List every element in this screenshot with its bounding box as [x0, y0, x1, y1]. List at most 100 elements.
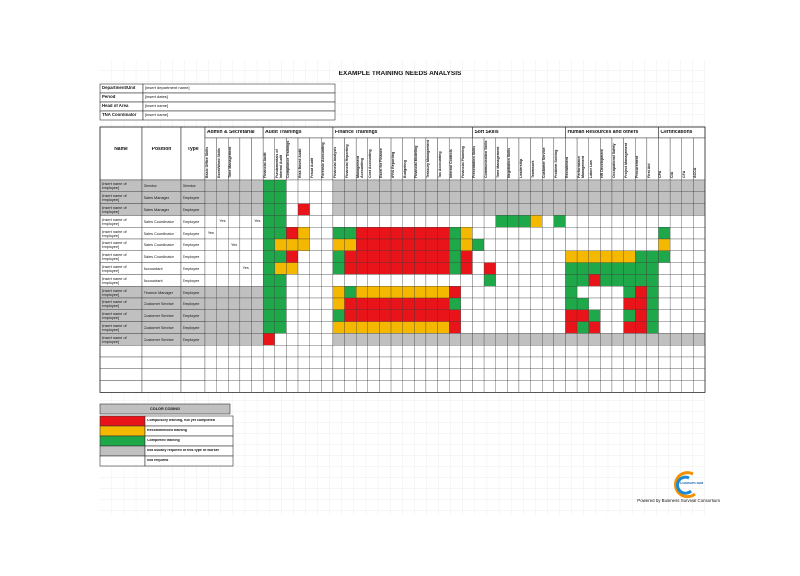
training-cell [228, 227, 241, 240]
training-cell [390, 321, 403, 334]
training-cell [693, 286, 706, 299]
training-cell [402, 356, 415, 369]
training-cell [228, 191, 241, 204]
row-type: Employee [182, 243, 200, 248]
row-cell [180, 345, 206, 358]
training-cell [483, 191, 496, 204]
training-cell [297, 227, 310, 240]
training-cell [437, 227, 450, 240]
row-name: [insert name of employee] [101, 312, 127, 321]
training-cell [658, 286, 671, 299]
training-cell [414, 227, 427, 240]
training-cell [507, 368, 520, 381]
training-cell [623, 215, 636, 228]
row-name: [insert name of employee] [101, 217, 127, 226]
training-cell [425, 345, 438, 358]
row-position: Customer Service [143, 337, 174, 342]
training-cell [646, 274, 659, 287]
training-cell [495, 333, 508, 346]
training-cell [367, 321, 380, 334]
training-cell [600, 227, 613, 240]
training-cell [297, 179, 310, 192]
training-cell [623, 179, 636, 192]
training-cell [693, 250, 706, 263]
training-cell [669, 227, 682, 240]
training-cell [588, 333, 601, 346]
training-cell [658, 380, 671, 393]
training-cell [449, 227, 461, 240]
training-cell [251, 203, 264, 216]
training-cell [274, 321, 287, 334]
group-header: Soft Skills [474, 130, 499, 135]
training-cell [239, 356, 252, 369]
training-cell [658, 297, 671, 310]
legend-label: Recommended training [147, 429, 187, 432]
column-label: Compliance Trainings [287, 140, 291, 178]
training-cell [251, 227, 264, 240]
training-cell [228, 356, 241, 369]
training-cell [414, 345, 427, 358]
training-cell [646, 238, 659, 251]
training-cell [542, 356, 554, 369]
training-cell [472, 227, 485, 240]
training-cell [332, 309, 345, 322]
training-cell [623, 356, 636, 369]
training-cell [693, 333, 706, 346]
training-cell [344, 262, 357, 275]
training-cell [472, 215, 485, 228]
training-cell [309, 238, 322, 251]
training-cell [344, 321, 357, 334]
training-cell [262, 191, 275, 204]
training-cell [483, 262, 496, 275]
training-cell [356, 345, 368, 358]
training-cell [623, 191, 636, 204]
row-position: Customer Service [143, 314, 174, 319]
training-cell [460, 380, 473, 393]
training-cell [495, 215, 508, 228]
legend-swatch [99, 435, 146, 447]
training-cell [542, 191, 554, 204]
training-cell [495, 250, 508, 263]
row-cell [180, 368, 206, 381]
training-cell [228, 380, 241, 393]
training-cell [356, 179, 368, 192]
training-cell [646, 321, 659, 334]
training-cell [414, 356, 427, 369]
training-cell [472, 368, 485, 381]
column-label: Excel/Word Skills [217, 148, 221, 178]
training-cell [309, 250, 322, 263]
training-cell [623, 227, 636, 240]
training-cell [588, 286, 601, 299]
training-cell [693, 191, 706, 204]
training-cell [286, 203, 299, 216]
training-cell [658, 309, 671, 322]
training-cell [576, 356, 589, 369]
training-cell [588, 262, 601, 275]
training-cell [611, 380, 624, 393]
training-cell [390, 227, 403, 240]
info-value: [insert name] [145, 104, 169, 108]
training-cell [402, 238, 415, 251]
training-cell [635, 286, 648, 299]
training-cell [600, 297, 613, 310]
training-cell [332, 356, 345, 369]
training-cell [611, 309, 624, 322]
training-cell [437, 203, 450, 216]
training-cell [507, 333, 520, 346]
training-cell [274, 238, 287, 251]
training-cell [425, 333, 438, 346]
training-cell [309, 333, 322, 346]
training-cell [576, 250, 589, 263]
training-cell [425, 191, 438, 204]
training-cell [216, 368, 229, 381]
row-position: Director [143, 184, 157, 189]
training-cell [414, 179, 427, 192]
training-cell [495, 356, 508, 369]
training-cell [460, 286, 473, 299]
training-cell [239, 286, 252, 299]
training-cell [460, 356, 473, 369]
training-cell [204, 238, 217, 251]
training-cell [600, 286, 613, 299]
training-cell [681, 191, 694, 204]
training-cell [239, 203, 252, 216]
